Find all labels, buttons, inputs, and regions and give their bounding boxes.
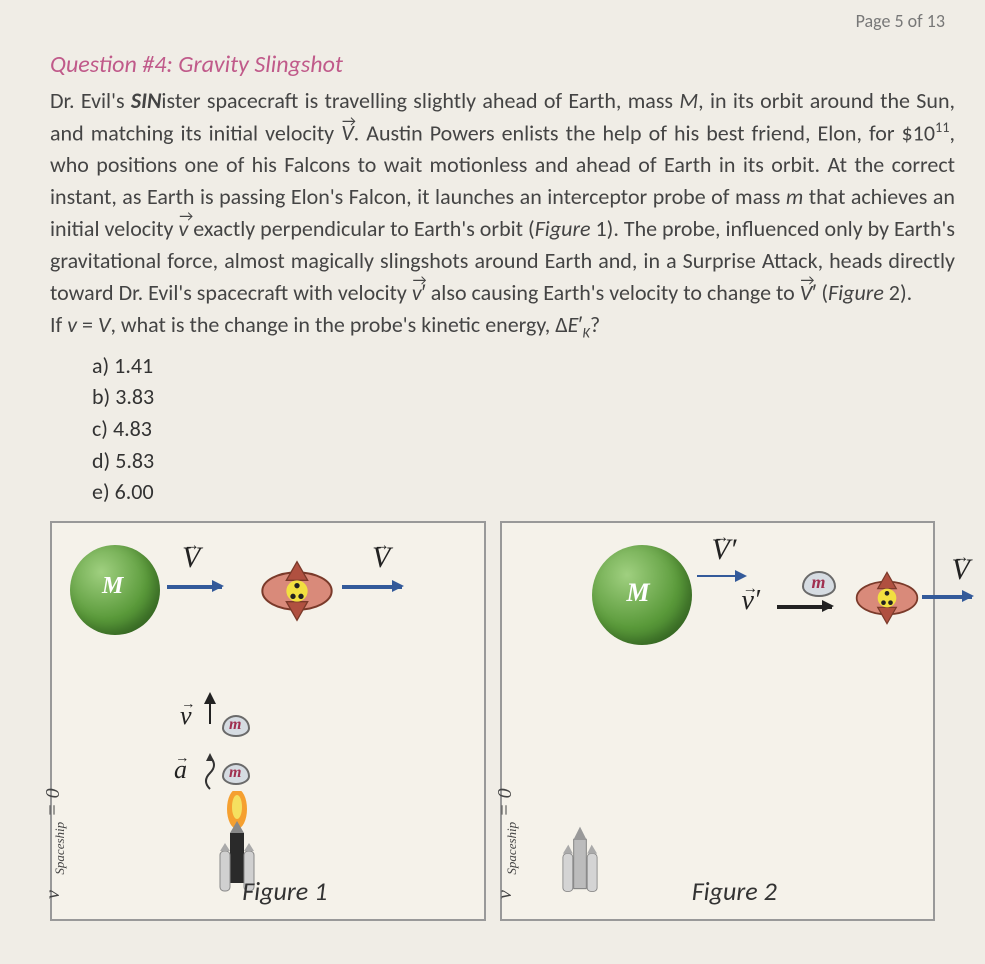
evil-ship-fig2 [852, 563, 922, 633]
figure-2: M →V′ →v′ m →V [500, 521, 936, 921]
question-content: Question #4: Gravity Slingshot Dr. Evil'… [0, 0, 985, 921]
arrow-vprime-fig2 [777, 605, 832, 609]
rocket-fig2 [557, 823, 603, 913]
arrow-V-ship-fig2 [922, 595, 972, 599]
answer-d: d) 5.83 [92, 446, 955, 476]
label-V2-fig1: →V [372, 541, 390, 575]
arrow-V-earth-fig1 [167, 585, 222, 589]
label-vprime-fig2: →v′ [742, 585, 761, 617]
question-body: Dr. Evil's SINister spacecraft is travel… [50, 85, 955, 343]
figure2-caption: Figure 2 [692, 875, 777, 907]
answer-a: a) 1.41 [92, 351, 955, 381]
arrow-a-fig1 [200, 751, 220, 791]
evil-ship-fig1 [257, 551, 337, 631]
figures-row: M →V →V m →v m [50, 521, 955, 921]
figure-1: M →V →V m →v m [50, 521, 486, 921]
probe-v-fig1: m [222, 715, 250, 737]
arrow-v-fig1 [209, 694, 211, 724]
page-number: Page 5 of 13 [856, 10, 945, 32]
answer-b: b) 3.83 [92, 382, 955, 412]
label-V-fig2: →V [952, 553, 970, 587]
answer-e: e) 6.00 [92, 477, 955, 507]
label-Vprime-fig2: →V′ [712, 533, 737, 567]
probe-fig2: m [802, 571, 836, 597]
label-v-fig1: →v [180, 701, 192, 731]
spaceship-v-label-fig1: v⃗Spaceship = 0 [41, 788, 68, 899]
probe-a-fig1: m [222, 763, 250, 785]
label-a-fig1: →a [174, 755, 187, 785]
answer-list: a) 1.41 b) 3.83 c) 4.83 d) 5.83 e) 6.00 [92, 351, 955, 507]
label-V1-fig1: →V [182, 541, 200, 575]
answer-c: c) 4.83 [92, 414, 955, 444]
arrow-Vprime-fig2 [697, 575, 745, 577]
spaceship-v-label-fig2: v⃗Spaceship = 0 [493, 788, 520, 899]
question-title: Question #4: Gravity Slingshot [50, 50, 955, 79]
figure1-caption: Figure 1 [242, 875, 327, 907]
arrow-V-ship-fig1 [342, 585, 402, 589]
earth-label-fig2: M [627, 578, 650, 608]
earth-label-fig1: M [102, 573, 123, 600]
